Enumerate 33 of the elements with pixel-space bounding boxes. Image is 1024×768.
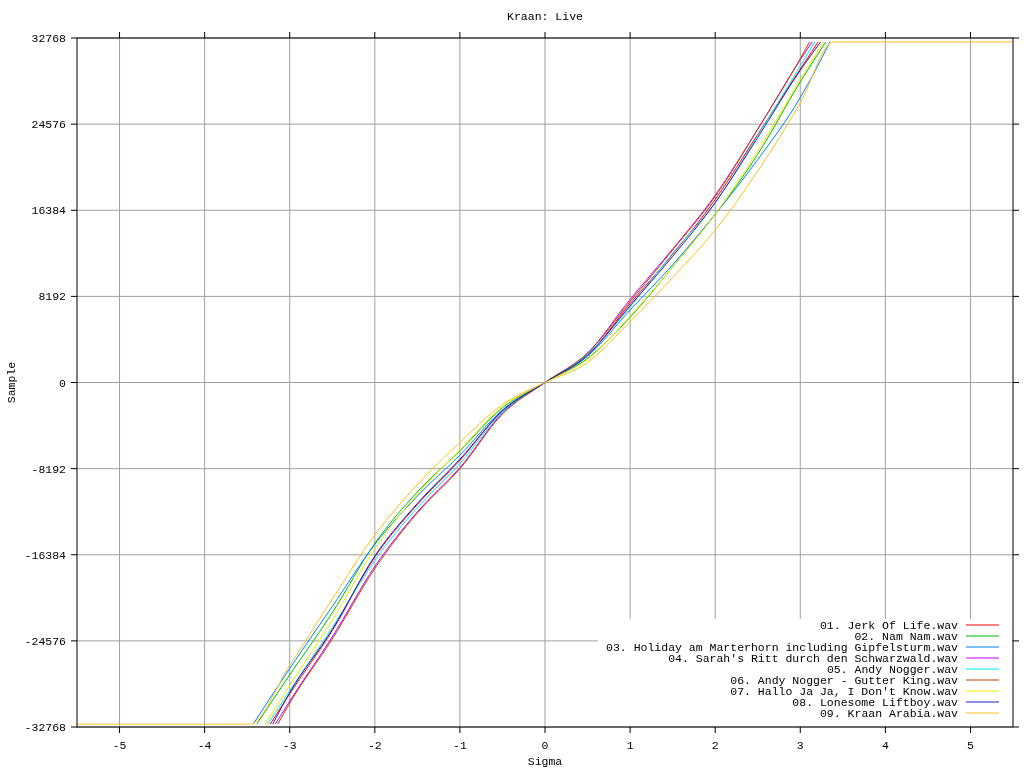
x-tick-label: 4 [881,739,889,753]
x-tick-label: 1 [626,739,634,753]
x-tick-label: -1 [453,739,467,753]
legend-label: 03. Holiday am Marterhorn including Gipfelsturm.wav [606,641,959,655]
y-tick-label: -24576 [24,634,67,648]
y-tick-label: 0 [59,376,67,390]
legend-label: 09. Kraan Arabia.wav [819,707,959,721]
y-tick-label: 16384 [31,204,67,218]
x-tick-label: -5 [112,739,127,753]
legend-label: 08. Lonesome Liftboy.wav [792,696,959,710]
legend-label: 05. Andy Nogger.wav [826,663,959,677]
x-tick-label: 3 [796,739,804,753]
x-axis-title: Sigma [527,755,563,768]
y-tick-label: -8192 [31,462,67,476]
x-tick-label: 2 [711,739,719,753]
y-tick-label: -32768 [24,721,67,735]
x-tick-label: -3 [282,739,297,753]
x-tick-label: -4 [197,739,212,753]
legend-label: 06. Andy Nogger - Gutter King.wav [730,674,959,688]
y-tick-label: 24576 [31,118,67,132]
legend-label: 04. Sarah's Ritt durch den Schwarzwald.wav [668,652,959,666]
legend-label: 01. Jerk Of Life.wav [819,619,959,633]
y-tick-label: 8192 [38,290,67,304]
legend-label: 07. Hallo Ja Ja, I Don't Know.wav [730,685,959,699]
y-tick-label: 32768 [31,32,67,46]
line-series [77,41,1013,725]
chart-title: Kraan: Live [507,10,584,24]
x-tick-label: 5 [967,739,974,753]
y-tick-label: -16384 [24,548,67,562]
x-tick-label: -2 [367,739,382,753]
legend-label: 02. Nam Nam.wav [854,630,959,644]
y-axis-title: Sample [5,361,19,404]
x-tick-label: 0 [541,739,549,753]
